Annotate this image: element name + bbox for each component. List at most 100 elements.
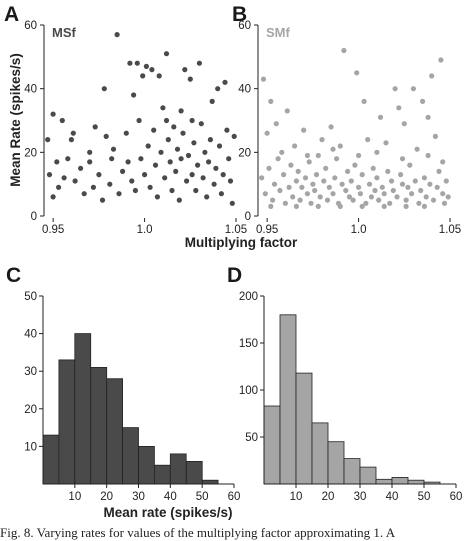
panel-label-c: C	[6, 264, 21, 287]
histogram-bar-c	[106, 378, 123, 485]
scatter-point-b	[319, 137, 325, 143]
scatter-point-a	[226, 156, 232, 162]
y-tick-label-b: 20	[238, 147, 251, 159]
panel-label-a: A	[4, 3, 19, 26]
scatter-point-b	[381, 203, 387, 209]
histogram-bar-c	[58, 359, 76, 485]
x-tick-label-b: 1.0	[351, 224, 367, 236]
scatter-point-a	[127, 60, 133, 66]
x-axis-label-top: Multiplying factor	[185, 235, 298, 250]
scatter-point-a	[215, 86, 221, 92]
scatter-point-b	[396, 105, 402, 111]
scatter-point-b	[352, 162, 358, 168]
scatter-point-b	[387, 200, 393, 206]
scatter-point-a	[220, 172, 226, 178]
scatter-point-a	[45, 137, 51, 143]
y-axis-label-top: Mean Rate (spikes/s)	[8, 53, 23, 187]
scatter-point-a	[134, 60, 140, 66]
scatter-point-a	[87, 159, 93, 165]
scatter-point-b	[328, 124, 334, 130]
scatter-point-b	[385, 168, 391, 174]
panel-label-b: B	[232, 3, 247, 26]
scatter-point-a	[158, 149, 164, 155]
scatter-point-b	[357, 191, 363, 197]
scatter-point-b	[350, 197, 356, 203]
scatter-point-b	[423, 194, 429, 200]
scatter-point-b	[440, 159, 446, 165]
figure-caption: Fig. 8. Varying rates for values of the …	[0, 525, 396, 540]
scatter-point-a	[204, 194, 210, 200]
scatter-point-b	[277, 187, 283, 194]
scatter-point-a	[132, 187, 138, 194]
scatter-point-b	[412, 178, 418, 184]
scatter-point-b	[383, 140, 389, 146]
histogram-bar-c	[138, 445, 155, 485]
scatter-point-b	[326, 184, 332, 190]
axis-ticks-d: 50 100 150 200 10 20 30 40 50 60	[239, 291, 463, 503]
y-tick-label-d: 100	[239, 385, 258, 397]
scatter-point-a	[145, 143, 151, 149]
scatter-point-b	[420, 98, 426, 104]
histogram-bar-d	[375, 478, 393, 485]
scatter-point-b	[271, 181, 278, 187]
scatter-point-a	[173, 168, 179, 174]
scatter-point-b	[410, 86, 416, 92]
x-tick-label-a: 1.05	[225, 224, 247, 236]
scatter-point-a	[227, 178, 234, 184]
scatter-plot-a: 0 20 40 60 0.95 1.0 1.05 MSf	[24, 20, 247, 236]
scatter-point-a	[72, 178, 78, 184]
scatter-point-a	[163, 117, 170, 124]
scatter-point-a	[142, 172, 148, 178]
scatter-point-b	[394, 194, 400, 200]
y-tick-label-b: 0	[245, 211, 251, 223]
scatter-point-a	[120, 168, 126, 174]
scatter-point-a	[171, 124, 177, 130]
scatter-point-b	[405, 184, 411, 190]
scatter-point-a	[101, 86, 107, 92]
scatter-point-b	[297, 197, 303, 203]
scatter-point-a	[216, 143, 223, 149]
histogram-bar-d	[311, 422, 329, 485]
scatter-point-a	[184, 178, 190, 184]
scatter-point-a	[193, 187, 199, 194]
scatter-point-a	[116, 191, 122, 197]
scatter-point-a	[81, 191, 87, 197]
scatter-point-b	[361, 98, 367, 104]
scatter-point-b	[354, 70, 360, 76]
scatter-point-b	[370, 165, 376, 171]
scatter-point-b	[407, 162, 413, 168]
scatter-point-a	[114, 31, 120, 38]
scatter-point-a	[99, 197, 106, 203]
scatter-point-b	[359, 203, 365, 209]
y-tick-label-b: 60	[238, 20, 251, 32]
scatter-point-b	[429, 73, 435, 79]
scatter-point-a	[202, 149, 208, 155]
scatter-point-a	[59, 117, 65, 124]
scatter-point-a	[107, 181, 113, 187]
scatter-point-b	[332, 175, 338, 181]
scatter-point-b	[304, 152, 310, 159]
scatter-point-b	[275, 156, 281, 162]
scatter-point-b	[301, 127, 307, 133]
scatter-point-a	[180, 130, 186, 136]
y-tick-label-c: 20	[24, 404, 37, 416]
scatter-point-b	[381, 191, 387, 197]
scatter-point-a	[224, 127, 230, 133]
scatter-point-b	[260, 76, 267, 82]
histogram-bar-c	[169, 453, 187, 485]
scatter-point-b	[293, 178, 299, 184]
scatter-point-b	[290, 194, 296, 200]
x-tick-label-c: 40	[164, 491, 177, 503]
histogram-bar-c	[185, 460, 203, 485]
scatter-point-a	[109, 156, 115, 162]
x-tick-label-b: 1.05	[439, 224, 461, 236]
scatter-point-b	[409, 191, 415, 197]
scatter-point-b	[414, 146, 420, 152]
scatter-point-b	[379, 184, 385, 190]
scatter-point-b	[427, 181, 433, 187]
histogram-bar-d	[343, 458, 361, 485]
scatter-point-a	[152, 162, 159, 168]
scatter-point-a	[207, 137, 213, 143]
scatter-point-a	[50, 111, 56, 117]
